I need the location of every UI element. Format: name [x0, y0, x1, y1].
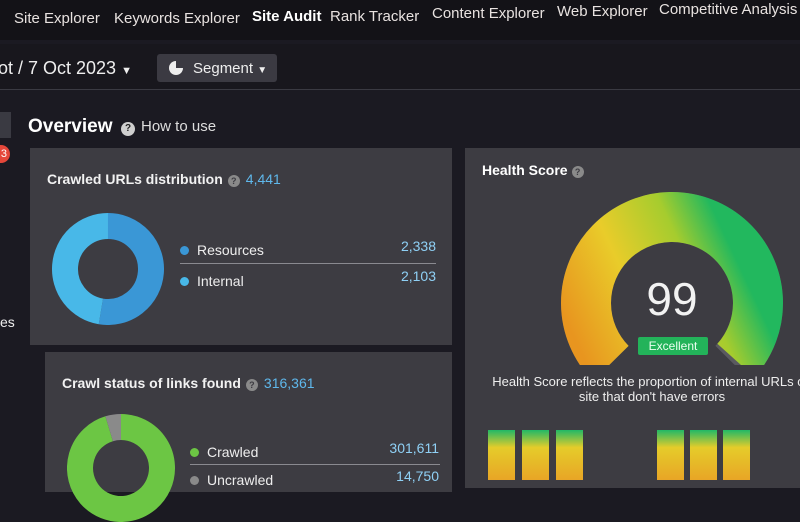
legend-dot — [180, 277, 189, 286]
crawl-status-donut — [67, 414, 175, 522]
nav-content-explorer[interactable]: Content Explorer — [432, 5, 545, 22]
legend-label: Crawled — [207, 444, 259, 460]
help-icon[interactable]: ? — [245, 379, 258, 391]
help-icon[interactable]: ? — [227, 175, 240, 187]
legend-dot — [190, 476, 199, 485]
toolbar — [0, 44, 800, 90]
notification-badge: 3 — [0, 145, 10, 163]
nav-web-explorer[interactable]: Web Explorer — [557, 3, 648, 20]
gauge-fill — [561, 192, 783, 365]
donut-segment-uncrawled[interactable] — [105, 414, 122, 442]
history-bar[interactable] — [488, 430, 515, 480]
legend-label: Resources — [197, 242, 264, 258]
legend-label: Uncrawled — [207, 472, 274, 488]
history-bar[interactable] — [556, 430, 583, 480]
total-count[interactable]: 4,441 — [245, 171, 281, 187]
legend-internal[interactable]: Internal — [180, 273, 244, 289]
history-bar[interactable] — [690, 430, 717, 480]
resources-value[interactable]: 2,338 — [400, 238, 436, 254]
title-text: Crawled URLs distribution — [47, 171, 223, 187]
legend-dot — [180, 246, 189, 255]
segment-button[interactable]: Segment ▼ — [157, 54, 277, 82]
internal-value[interactable]: 2,103 — [400, 268, 436, 284]
crawled-urls-card: Crawled URLs distribution? 4,441 Resource… — [30, 148, 452, 345]
health-score-value: 99 — [646, 273, 698, 325]
card-title: Crawled URLs distribution? 4,441 — [47, 171, 281, 187]
title-text: Crawl status of links found — [62, 375, 241, 391]
caret-down-icon: ▼ — [121, 65, 132, 77]
pie-chart-icon — [169, 61, 183, 75]
nav-site-explorer[interactable]: Site Explorer — [14, 10, 100, 27]
nav-rank-tracker[interactable]: Rank Tracker — [330, 8, 420, 25]
legend-crawled[interactable]: Crawled — [190, 444, 258, 460]
history-bar[interactable] — [522, 430, 549, 480]
donut-segment-crawled[interactable] — [67, 414, 175, 522]
caret-down-icon: ▼ — [257, 65, 268, 76]
crawl-date-label: ot / 7 Oct 2023 — [0, 58, 117, 78]
title-text: Health Score — [482, 162, 568, 178]
nav-competitive-analysis[interactable]: Competitive Analysis — [659, 1, 798, 18]
history-bar[interactable] — [723, 430, 750, 480]
donut-segment-resources[interactable] — [98, 213, 164, 325]
segment-label: Segment — [193, 60, 254, 77]
top-nav: Site Explorer Keywords Explorer Site Aud… — [0, 0, 800, 40]
nav-keywords-explorer[interactable]: Keywords Explorer — [114, 10, 240, 27]
health-score-description: Health Score reflects the proportion of … — [492, 374, 800, 404]
legend-uncrawled[interactable]: Uncrawled — [190, 472, 273, 488]
crawl-status-card: Crawl status of links found? 316,361 Craw… — [45, 352, 452, 522]
divider — [180, 263, 436, 264]
legend-resources[interactable]: Resources — [180, 242, 264, 258]
crawled-value[interactable]: 301,611 — [389, 440, 439, 456]
card-title: Crawl status of links found? 316,361 — [62, 375, 315, 391]
crawled-urls-donut — [52, 213, 164, 325]
sidebar-item[interactable]: es — [0, 314, 15, 330]
divider — [190, 464, 440, 465]
help-icon: ? — [121, 122, 135, 136]
nav-site-audit[interactable]: Site Audit — [252, 8, 322, 25]
legend-dot — [190, 448, 199, 457]
rating-badge: Excellent — [638, 337, 708, 355]
how-to-use-link[interactable]: ? How to use — [121, 118, 216, 136]
help-icon[interactable]: ? — [571, 166, 584, 178]
how-to-use-label: How to use — [141, 118, 217, 135]
donut-segment-internal[interactable] — [52, 213, 109, 325]
uncrawled-value[interactable]: 14,750 — [396, 468, 439, 484]
total-count[interactable]: 316,361 — [263, 375, 315, 391]
crawl-date-dropdown[interactable]: ot / 7 Oct 2023 ▼ — [0, 58, 132, 79]
health-score-gauge — [561, 192, 783, 365]
page-title: Overview — [28, 116, 113, 137]
sidebar-tab[interactable] — [0, 112, 11, 138]
legend-label: Internal — [197, 273, 244, 289]
health-score-title: Health Score? — [482, 162, 584, 178]
history-bar[interactable] — [657, 430, 684, 480]
